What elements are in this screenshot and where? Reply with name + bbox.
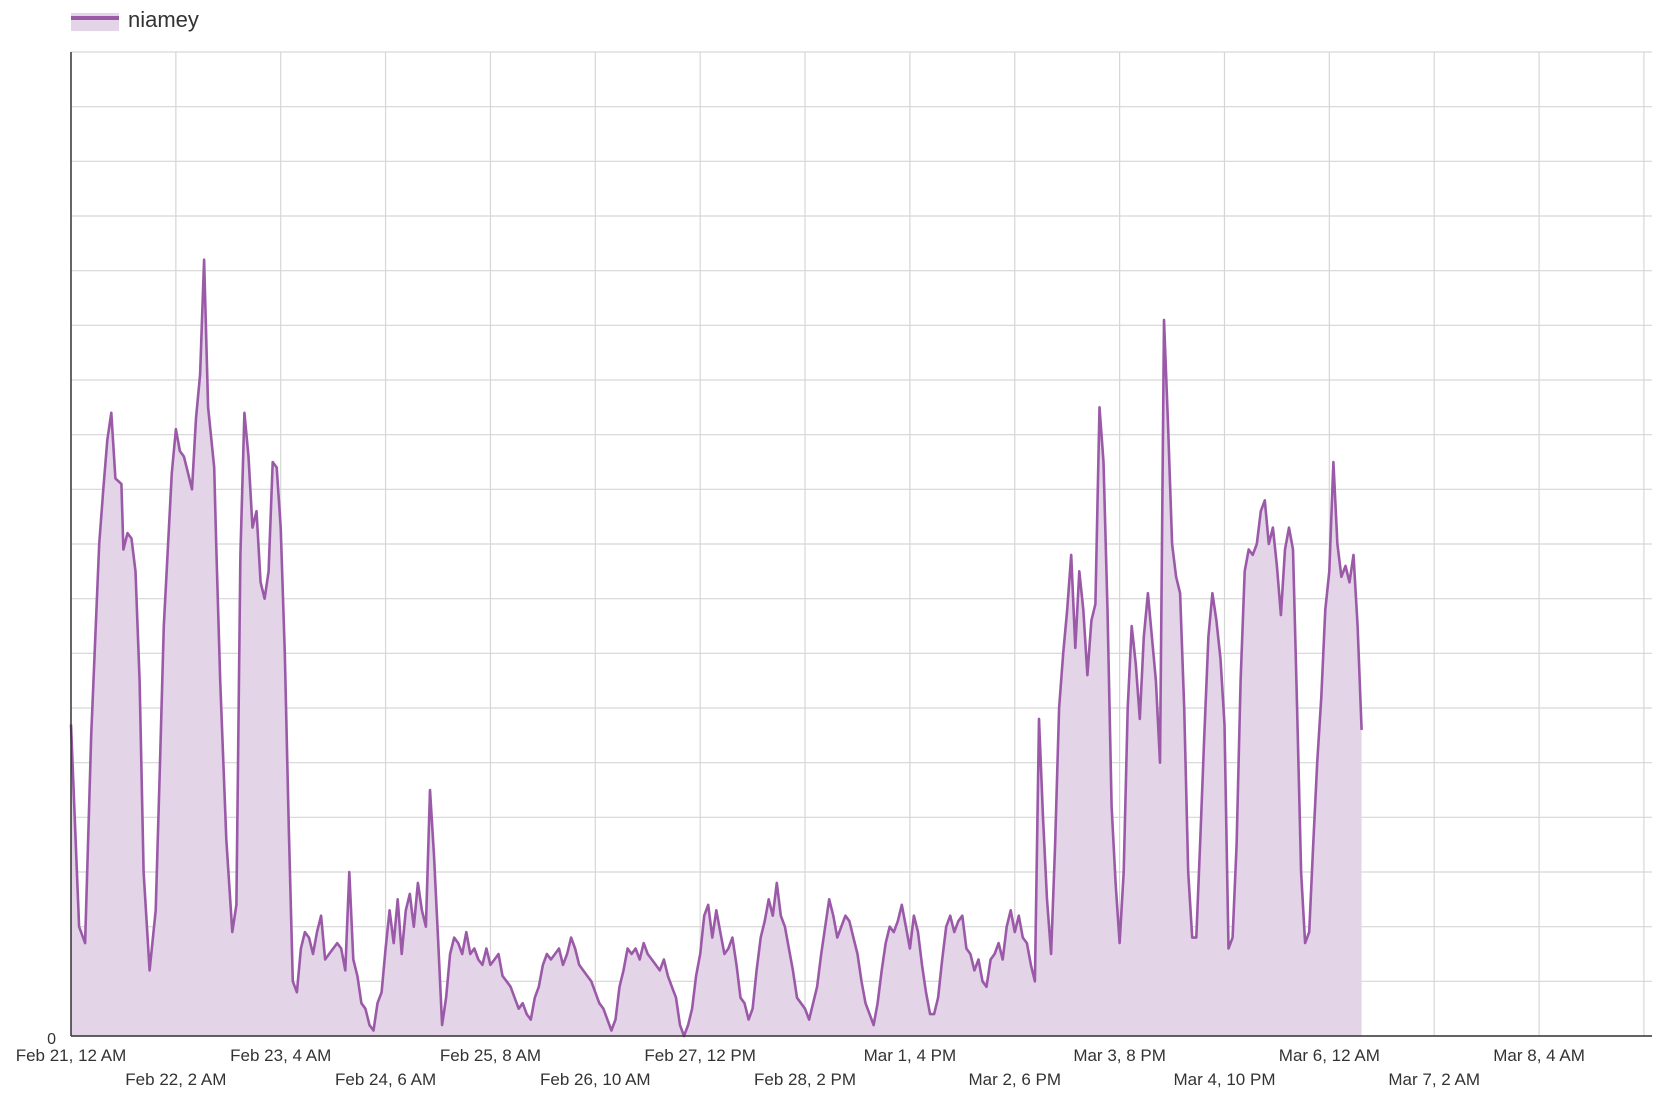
grid [71, 51, 1652, 1037]
axes: 0 [47, 52, 1652, 1048]
x-tick-label: Feb 24, 6 AM [335, 1070, 436, 1089]
legend[interactable]: niamey [71, 7, 199, 32]
x-tick-label: Mar 8, 4 AM [1493, 1046, 1585, 1065]
x-tick-label: Feb 27, 12 PM [644, 1046, 756, 1065]
x-tick-label: Feb 26, 10 AM [540, 1070, 651, 1089]
x-tick-label: Feb 21, 12 AM [16, 1046, 127, 1065]
legend-swatch-niamey [71, 13, 119, 31]
x-tick-label: Feb 25, 8 AM [440, 1046, 541, 1065]
x-tick-label: Feb 23, 4 AM [230, 1046, 331, 1065]
series-line-niamey [69, 258, 1363, 1038]
x-tick-label: Feb 22, 2 AM [125, 1070, 226, 1089]
x-tick-label: Feb 28, 2 PM [754, 1070, 856, 1089]
x-tick-label: Mar 4, 10 PM [1173, 1070, 1275, 1089]
x-tick-label: Mar 6, 12 AM [1279, 1046, 1380, 1065]
x-tick-label: Mar 7, 2 AM [1388, 1070, 1480, 1089]
series-layer [69, 258, 1363, 1038]
x-tick-label: Mar 2, 6 PM [968, 1070, 1061, 1089]
y-tick-label-zero: 0 [47, 1031, 56, 1048]
series-area-niamey [71, 259, 1362, 1036]
x-tick-label: Mar 3, 8 PM [1073, 1046, 1166, 1065]
x-tick-label: Mar 1, 4 PM [864, 1046, 957, 1065]
legend-label-niamey: niamey [128, 7, 199, 32]
